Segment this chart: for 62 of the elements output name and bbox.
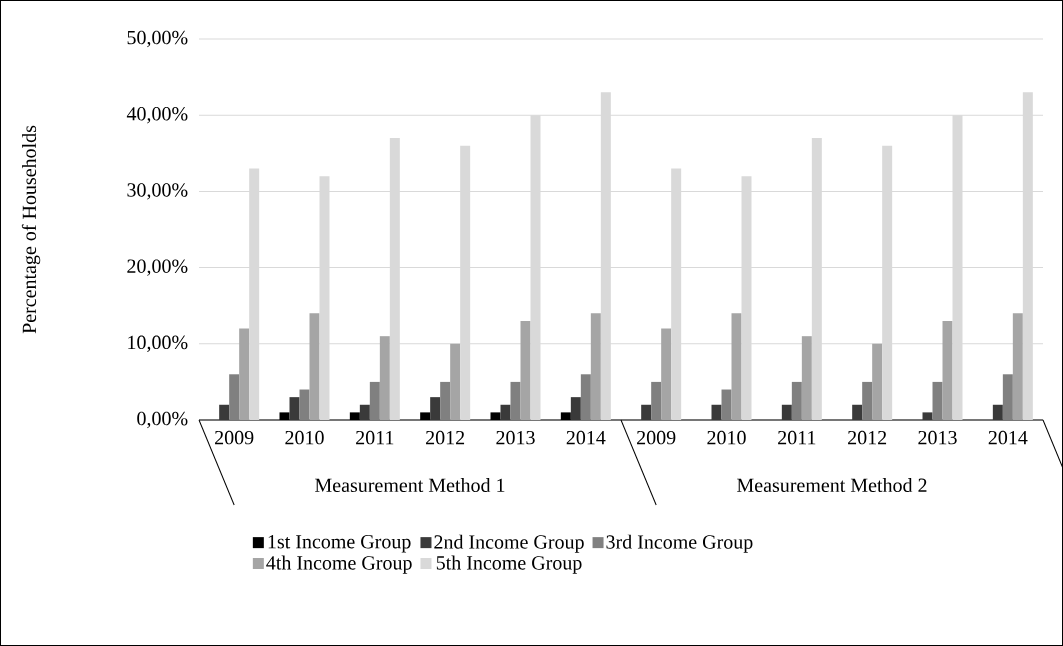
bar [239,328,250,420]
bar [440,381,451,420]
text: Measurement Method 2 [737,477,927,493]
y-tick-label: 0,00% [137,411,188,429]
bar [309,313,320,420]
x-tick-label: 2014 [988,430,1028,445]
bar [1002,374,1013,420]
bar [731,313,742,420]
x-tick-label: 2011 [356,430,394,445]
bar [520,320,531,420]
legend-label: 3rd Income Group [606,534,753,553]
bar [580,374,591,420]
legend-label: 4th Income Group [266,555,412,574]
bar [852,404,863,420]
bar [359,404,370,420]
y-axis-title: Percentage of Households [21,125,41,334]
y-tick-label: 10,00% [128,335,188,352]
x-tick-label: 2013 [918,430,957,445]
bar [801,336,812,420]
x-tick-label: 2014 [566,430,606,445]
legend-label: 1st Income Group [268,535,411,553]
x-tick-label: 2010 [285,430,324,445]
bar [872,343,883,420]
x-tick-label: 2012 [426,430,465,445]
bar [791,381,802,420]
bar [369,381,380,420]
bar [289,397,300,420]
bar [450,343,461,420]
bar [500,404,511,420]
legend-label: 5th Income Group [436,555,582,574]
bar [942,320,953,420]
bar [661,328,672,420]
y-tick-label: 40,00% [126,107,188,124]
bar [570,397,581,420]
bar [862,381,873,420]
bar [430,397,441,420]
bar [922,412,933,420]
x-tick-label: 2010 [707,430,746,445]
bar [711,404,722,420]
y-tick-label: 30,00% [127,183,188,200]
x-tick-label: 2013 [496,430,535,445]
bar [299,389,310,420]
y-tick-label: 50,00% [127,30,188,48]
x-tick-label: 2009 [215,430,254,445]
bar [932,381,943,420]
bar [781,404,792,420]
bar [219,404,230,420]
x-tick-label: 2009 [637,430,676,445]
bar [721,389,732,420]
bar [1012,313,1023,420]
bar [641,404,652,420]
bar [651,381,662,420]
bar [379,336,390,420]
bar [992,404,1003,420]
text: Measurement Method 1 [315,477,505,493]
x-tick-label: 2012 [848,430,887,445]
legend-label: 2nd Income Group [434,534,584,553]
bar [229,374,240,420]
x-tick-label: 2011 [778,430,816,445]
y-tick-label: 20,00% [127,259,188,276]
bar [590,313,601,420]
bar [510,381,521,420]
